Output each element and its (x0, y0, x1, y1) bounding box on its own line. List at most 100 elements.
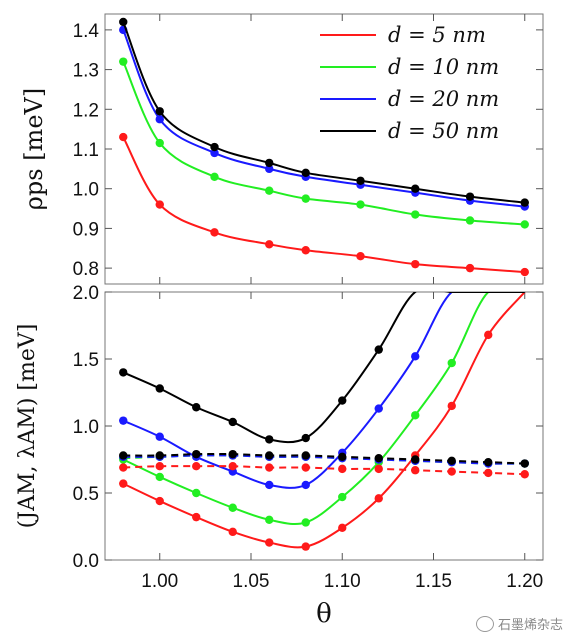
data-point (465, 263, 475, 273)
watermark: 石墨烯杂志 (475, 614, 563, 633)
data-point (465, 216, 475, 225)
data-point (484, 457, 493, 467)
data-point (155, 107, 164, 116)
y-tick-label: 1.0 (73, 180, 99, 201)
x-tick-label: 1.15 (415, 571, 452, 592)
y-tick-label: 0.5 (73, 484, 99, 505)
y-tick-label: 1.5 (73, 350, 99, 371)
data-point (192, 512, 201, 522)
series-line (123, 465, 525, 476)
data-point (155, 384, 164, 393)
y-tick-label: 1.3 (73, 61, 99, 82)
data-point (155, 138, 164, 148)
data-point (155, 432, 164, 441)
data-point (265, 515, 274, 524)
y-tick-label: 0.0 (73, 551, 99, 572)
y-tick-label: 1.1 (73, 140, 99, 161)
x-tick-label: 1.10 (324, 571, 361, 592)
data-point (192, 403, 201, 412)
data-point (301, 194, 310, 203)
data-point (119, 368, 128, 377)
data-point (228, 449, 237, 459)
data-point (411, 455, 420, 464)
data-point (155, 472, 164, 482)
data-point (374, 464, 383, 474)
series-line (122, 21, 525, 204)
y-tick-label: 0.8 (73, 259, 99, 280)
data-point (338, 452, 347, 462)
data-point (155, 200, 164, 209)
data-point (155, 451, 164, 460)
data-point (119, 479, 128, 488)
data-point (192, 449, 201, 459)
y-tick-label: 1.0 (73, 417, 99, 438)
series-line (122, 136, 525, 274)
data-point (210, 228, 219, 237)
legend-entry: d = 10 nm (388, 55, 499, 79)
data-point (301, 480, 310, 490)
legend-entry: d = 50 nm (388, 119, 499, 143)
data-point (411, 352, 420, 361)
wechat-icon (475, 615, 494, 632)
data-point (210, 142, 219, 152)
data-point (119, 451, 128, 460)
y-tick-label: 1.2 (73, 100, 99, 121)
data-point (338, 396, 347, 405)
data-point (301, 518, 310, 527)
data-point (447, 467, 456, 476)
data-point (447, 456, 456, 466)
data-point (411, 466, 420, 475)
data-point (374, 345, 383, 354)
data-point (265, 451, 274, 460)
data-point (119, 416, 128, 425)
data-point (447, 401, 456, 411)
data-point (301, 246, 310, 255)
top-panel: 0.8 0.9 1.0 1.1 1.2 1.3 1.4 ρps [meV] d = 5 nm d … (20, 13, 544, 285)
data-point (411, 210, 420, 219)
data-point (265, 164, 274, 174)
data-point (155, 496, 164, 506)
data-point (228, 503, 237, 512)
data-point (265, 158, 274, 168)
data-point (228, 417, 237, 427)
series-line (122, 292, 525, 489)
data-point (210, 172, 219, 181)
data-point (374, 453, 383, 463)
x-tick-label: 1.20 (506, 571, 543, 592)
data-point (520, 459, 529, 468)
data-point (301, 463, 310, 472)
series-group (119, 292, 529, 551)
data-point (210, 148, 219, 158)
y-axis-label: (JAM, λAM) [meV] (15, 324, 40, 529)
series-line (123, 452, 525, 465)
data-point (119, 132, 128, 142)
legend-entry: d = 20 nm (388, 87, 499, 111)
bottom-panel: 0.0 0.5 1.0 1.5 2.0 1.00 1.05 1.10 1.15 1.20 (JAM,… (15, 283, 544, 629)
data-point (447, 358, 456, 368)
data-point (338, 492, 347, 502)
y-axis-label: ρps [meV] (20, 88, 48, 210)
data-point (520, 470, 529, 479)
data-point (356, 252, 365, 261)
data-point (192, 462, 201, 471)
data-point (338, 464, 347, 474)
data-point (520, 267, 529, 277)
series-line (122, 292, 525, 526)
data-point (484, 330, 493, 340)
data-point (465, 192, 475, 201)
data-point (228, 527, 237, 537)
data-point (301, 542, 310, 551)
data-point (192, 488, 201, 498)
data-point (374, 494, 383, 503)
data-point (411, 259, 420, 269)
data-point (484, 468, 493, 478)
data-point (119, 463, 128, 472)
series-line (123, 454, 525, 465)
x-axis-label: θ (316, 599, 332, 629)
data-point (265, 538, 274, 547)
data-point (301, 451, 310, 460)
data-point (155, 115, 164, 124)
data-point (155, 462, 164, 471)
data-point (356, 176, 365, 185)
